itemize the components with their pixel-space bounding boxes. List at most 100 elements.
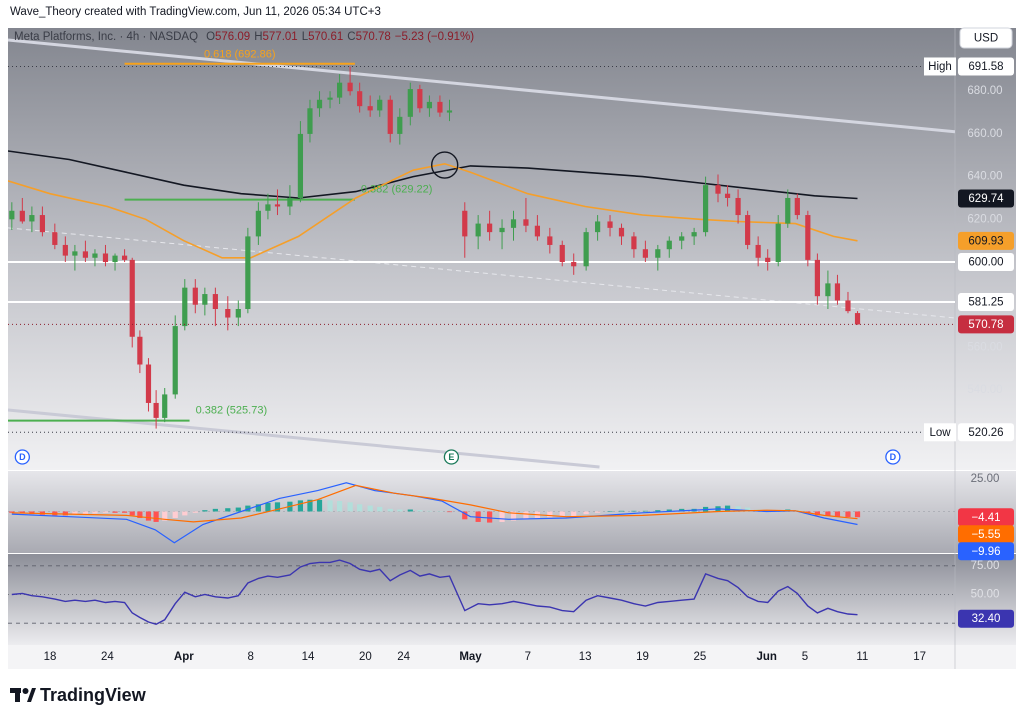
rsi-line [11, 559, 858, 626]
currency: USD [974, 33, 998, 45]
candle-body [92, 253, 98, 258]
histogram-bar [202, 510, 208, 512]
fib-label: 0.618 (692.86) [204, 49, 276, 61]
candle-body [367, 106, 373, 111]
histogram-bar [347, 502, 353, 512]
histogram-bar [72, 511, 78, 515]
candle-body [765, 257, 771, 263]
candle-body [825, 283, 831, 297]
candle-body [357, 91, 363, 107]
candle-body [775, 223, 781, 263]
ohlc-key: O [206, 31, 215, 43]
candle-body [510, 219, 517, 228]
histogram-bar [523, 511, 529, 520]
time-axis [8, 645, 1016, 669]
histogram-bar [834, 511, 841, 517]
y-tick-label: 75.00 [971, 560, 1000, 572]
candle-body [534, 225, 541, 237]
price-label: 570.78 [968, 319, 1003, 331]
x-tick-label: 8 [248, 651, 254, 663]
x-tick-label: 24 [397, 651, 410, 663]
candle-body [487, 223, 493, 233]
candle-body [407, 89, 413, 117]
histogram-bar [274, 502, 281, 512]
candle-body [397, 116, 403, 134]
credit: Wave_Theory created with TradingView.com… [10, 6, 381, 18]
candle-body [794, 197, 800, 216]
price-label: 609.93 [968, 235, 1003, 247]
logo-dot [22, 688, 29, 694]
candle-body [735, 197, 741, 216]
fib-label: 0.382 (629.22) [361, 184, 433, 196]
change: −5.23 (−0.91%) [395, 31, 474, 43]
candle-body [724, 193, 731, 198]
histogram-bar [192, 511, 198, 513]
pane-layer [8, 559, 955, 626]
histogram-bar [129, 511, 135, 516]
histogram-bar [745, 507, 751, 512]
histogram-bar [666, 509, 672, 512]
candle-body [499, 227, 505, 233]
y-tick-label: 640.00 [967, 171, 1002, 183]
candle-body [182, 287, 188, 327]
candle-body [287, 197, 293, 207]
logo-slash [27, 688, 36, 702]
price-label-box [958, 253, 1014, 272]
candle-body [82, 251, 89, 258]
candle-body [785, 197, 791, 224]
ohlc-key: L [302, 31, 309, 43]
histogram-bar [265, 502, 271, 512]
histogram-bar [307, 499, 313, 512]
histogram-bar [316, 499, 323, 512]
candle-body [137, 336, 143, 365]
ohlc-value: 577.01 [263, 31, 298, 43]
histogram-bar [825, 511, 831, 517]
candle-body [387, 99, 393, 134]
price-label-box [958, 609, 1014, 628]
x-tick-label: 5 [802, 651, 808, 663]
candle-body [255, 210, 261, 237]
candle-body [642, 249, 648, 258]
histogram-bar [583, 511, 589, 515]
cross-marker [431, 151, 459, 179]
pane-layer [8, 482, 955, 544]
candle-body [172, 326, 178, 395]
extreme-key-box [924, 423, 956, 442]
event-icon [443, 449, 460, 465]
candle-body [595, 221, 601, 233]
candle-body [129, 259, 135, 337]
candle-body [265, 204, 271, 211]
price-label-box [958, 423, 1014, 442]
histogram-bar [82, 511, 89, 515]
histogram-bar [679, 508, 685, 512]
x-tick-label: 25 [693, 651, 706, 663]
candle-body [715, 185, 721, 194]
x-tick-label: 13 [579, 651, 592, 663]
candle-body [307, 108, 313, 134]
histogram-bar [336, 501, 343, 512]
candle-body [327, 97, 333, 100]
candle-body [618, 227, 625, 237]
extreme-key: Low [929, 427, 951, 439]
candle-body [274, 204, 281, 207]
histogram-bar [426, 510, 433, 512]
histogram-bar [417, 510, 423, 512]
histogram-bar [559, 511, 565, 517]
candle-body [62, 244, 68, 256]
candle-body [559, 244, 565, 263]
histogram-bar [387, 508, 393, 512]
x-tick-label: 11 [856, 651, 868, 663]
y-tick-label: 25.00 [971, 473, 1000, 485]
ohlc-key: H [254, 31, 262, 43]
price-label-box [958, 542, 1014, 561]
moving-average [8, 162, 858, 259]
histogram-bar [446, 511, 453, 513]
signal-line [11, 484, 858, 523]
candle-body [29, 215, 35, 222]
candle-body [235, 309, 241, 318]
candle-body [437, 101, 443, 113]
histogram-bar [618, 510, 625, 512]
histogram-bar [225, 508, 231, 512]
candle-body [755, 244, 761, 258]
candle-body [834, 283, 841, 301]
